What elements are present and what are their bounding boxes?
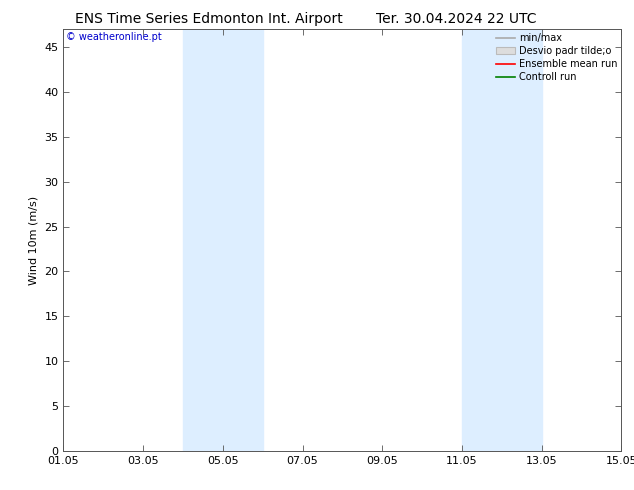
Bar bbox=[462, 29, 541, 451]
Y-axis label: Wind 10m (m/s): Wind 10m (m/s) bbox=[29, 196, 39, 285]
Bar bbox=[183, 29, 262, 451]
Text: ENS Time Series Edmonton Int. Airport: ENS Time Series Edmonton Int. Airport bbox=[75, 12, 343, 26]
Text: © weatheronline.pt: © weatheronline.pt bbox=[66, 31, 162, 42]
Text: Ter. 30.04.2024 22 UTC: Ter. 30.04.2024 22 UTC bbox=[376, 12, 537, 26]
Legend: min/max, Desvio padr tilde;o, Ensemble mean run, Controll run: min/max, Desvio padr tilde;o, Ensemble m… bbox=[494, 31, 619, 84]
